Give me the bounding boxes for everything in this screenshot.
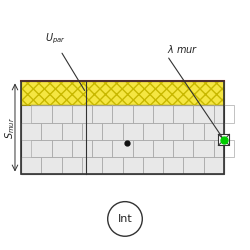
Bar — [204, 122, 224, 140]
Bar — [82, 122, 102, 140]
Bar — [218, 134, 230, 145]
Bar — [204, 157, 224, 174]
Bar — [173, 140, 194, 157]
Bar — [183, 157, 204, 174]
Bar — [82, 157, 102, 174]
Bar — [214, 140, 234, 157]
Bar — [102, 157, 122, 174]
Text: Int: Int — [118, 214, 132, 224]
Bar — [153, 140, 173, 157]
Bar — [21, 122, 42, 140]
Bar — [122, 122, 143, 140]
Bar — [92, 140, 112, 157]
Bar — [52, 140, 72, 157]
Bar — [62, 157, 82, 174]
Bar — [153, 105, 173, 122]
Bar — [112, 140, 133, 157]
Bar — [133, 105, 153, 122]
Bar — [143, 157, 163, 174]
Bar — [163, 157, 183, 174]
Bar — [194, 140, 214, 157]
Bar — [31, 140, 52, 157]
Bar — [21, 80, 224, 174]
Bar — [112, 105, 133, 122]
Text: $\lambda$ mur: $\lambda$ mur — [167, 42, 198, 54]
Bar — [21, 157, 42, 174]
Bar — [21, 80, 224, 105]
Bar — [183, 122, 204, 140]
Bar — [194, 105, 214, 122]
Bar — [72, 105, 92, 122]
Bar — [72, 140, 92, 157]
Bar — [42, 122, 62, 140]
Bar — [62, 122, 82, 140]
Bar — [133, 140, 153, 157]
Bar — [102, 122, 122, 140]
Bar — [21, 105, 224, 174]
Bar — [31, 105, 52, 122]
Text: $U_{\mathregular{par}}$: $U_{\mathregular{par}}$ — [45, 32, 66, 46]
Bar — [52, 105, 72, 122]
Bar — [122, 157, 143, 174]
Bar — [42, 157, 62, 174]
Bar — [143, 122, 163, 140]
Bar — [163, 122, 183, 140]
Bar — [92, 105, 112, 122]
Bar — [21, 80, 224, 105]
Text: $S_{\mathregular{mur}}$: $S_{\mathregular{mur}}$ — [3, 116, 17, 138]
Bar — [214, 105, 234, 122]
Bar — [173, 105, 194, 122]
